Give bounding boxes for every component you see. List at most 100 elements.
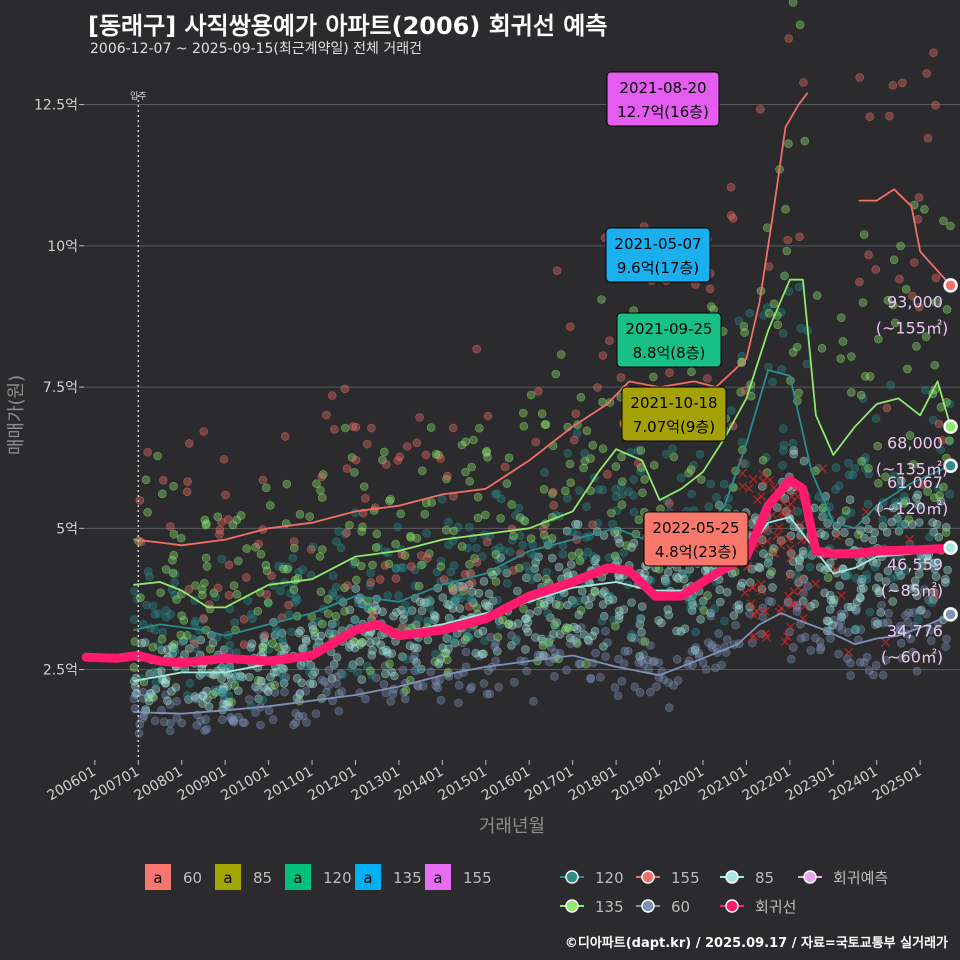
scatter-point-155 xyxy=(593,383,602,392)
scatter-point-135 xyxy=(406,533,416,542)
scatter-point-60 xyxy=(757,629,766,639)
scatter-point-60 xyxy=(311,709,321,719)
cross-marker xyxy=(786,622,796,632)
scatter-point-120 xyxy=(446,634,456,644)
scatter-point-85 xyxy=(157,666,166,676)
y-tick-label: 12.5억 xyxy=(34,98,78,114)
scatter-point-60 xyxy=(903,617,912,627)
scatter-point-60 xyxy=(806,646,816,655)
scatter-point-120 xyxy=(572,429,582,438)
scatter-point-135 xyxy=(153,451,162,461)
scatter-point-60 xyxy=(925,625,935,635)
scatter-point-120 xyxy=(745,308,755,318)
scatter-point-135 xyxy=(227,697,236,707)
scatter-point-120 xyxy=(414,614,423,624)
scatter-point-85 xyxy=(163,696,172,706)
scatter-point-120 xyxy=(848,470,858,480)
scatter-point-120 xyxy=(778,328,788,338)
scatter-point-135 xyxy=(424,549,434,558)
scatter-point-85 xyxy=(614,611,624,620)
scatter-point-135 xyxy=(921,332,931,342)
scatter-point-120 xyxy=(593,519,603,528)
cross-marker xyxy=(786,544,796,554)
scatter-point-85 xyxy=(357,675,367,684)
scatter-point-85 xyxy=(513,586,522,596)
scatter-point-135 xyxy=(520,516,530,526)
scatter-point-135 xyxy=(841,506,851,515)
scatter-point-155 xyxy=(375,575,385,584)
scatter-point-135 xyxy=(758,455,768,465)
scatter-point-120 xyxy=(860,464,870,474)
scatter-point-60 xyxy=(244,695,254,704)
scatter-point-135 xyxy=(617,452,626,462)
scatter-point-85 xyxy=(531,633,540,642)
legend-line-label-120: 120 xyxy=(595,869,624,887)
scatter-point-85 xyxy=(923,555,933,565)
scatter-point-85 xyxy=(824,616,833,626)
cross-marker xyxy=(752,606,762,616)
scatter-point-135 xyxy=(514,563,524,573)
scatter-point-135 xyxy=(461,467,470,477)
scatter-point-85 xyxy=(277,663,287,673)
scatter-point-135 xyxy=(465,476,475,486)
scatter-point-85 xyxy=(680,624,690,634)
scatter-point-60 xyxy=(466,684,475,694)
scatter-point-60 xyxy=(810,633,820,643)
cross-marker xyxy=(744,484,754,493)
scatter-point-85 xyxy=(914,501,923,510)
scatter-point-85 xyxy=(296,626,305,636)
scatter-point-85 xyxy=(614,614,624,624)
scatter-point-120 xyxy=(305,668,315,677)
scatter-point-135 xyxy=(873,441,883,451)
scatter-point-120 xyxy=(456,593,466,603)
cross-marker xyxy=(758,469,768,479)
scatter-point-120 xyxy=(354,598,363,608)
scatter-point-85 xyxy=(523,627,533,637)
scatter-point-120 xyxy=(130,615,139,625)
scatter-point-60 xyxy=(706,611,716,621)
scatter-point-85 xyxy=(371,636,381,646)
scatter-point-85 xyxy=(870,528,880,538)
scatter-point-135 xyxy=(441,525,451,535)
scatter-point-60 xyxy=(591,648,600,658)
scatter-point-155 xyxy=(362,439,372,449)
scatter-point-120 xyxy=(540,468,550,477)
scatter-point-60 xyxy=(522,666,532,676)
scatter-point-135 xyxy=(889,255,899,265)
scatter-point-60 xyxy=(529,696,538,706)
scatter-point-85 xyxy=(736,581,746,591)
scatter-point-120 xyxy=(805,562,815,572)
scatter-point-155 xyxy=(213,583,223,593)
cross-marker xyxy=(780,637,790,647)
scatter-point-155 xyxy=(784,34,794,43)
legend-swatch-155 xyxy=(425,864,451,890)
scatter-point-135 xyxy=(200,578,209,588)
scatter-point-120 xyxy=(706,479,715,489)
end-value-85: 46,559 xyxy=(887,555,943,574)
scatter-point-135 xyxy=(414,581,424,591)
scatter-point-120 xyxy=(778,460,787,470)
scatter-point-85 xyxy=(530,564,540,574)
scatter-point-60 xyxy=(172,713,182,723)
scatter-point-85 xyxy=(873,619,883,629)
scatter-point-85 xyxy=(734,600,744,610)
scatter-point-85 xyxy=(772,503,782,512)
chart-title: [동래구] 사직쌍용예가 아파트(2006) 회귀선 예측 xyxy=(88,12,608,40)
scatter-point-155 xyxy=(306,544,316,554)
scatter-point-135 xyxy=(873,478,883,488)
scatter-point-120 xyxy=(896,497,906,507)
scatter-point-85 xyxy=(918,561,927,571)
cross-marker xyxy=(762,632,772,642)
x-tick-label: 201501 xyxy=(436,764,490,805)
scatter-point-135 xyxy=(209,588,219,598)
scatter-point-85 xyxy=(294,628,304,638)
scatter-point-135 xyxy=(769,299,779,309)
scatter-point-85 xyxy=(883,566,893,576)
legend-label-155: 155 xyxy=(463,869,492,887)
scatter-point-135 xyxy=(148,642,158,652)
scatter-point-85 xyxy=(521,573,531,583)
cross-marker xyxy=(777,508,786,518)
cross-marker xyxy=(796,585,806,595)
scatter-point-85 xyxy=(368,645,377,655)
scatter-point-120 xyxy=(425,603,435,613)
